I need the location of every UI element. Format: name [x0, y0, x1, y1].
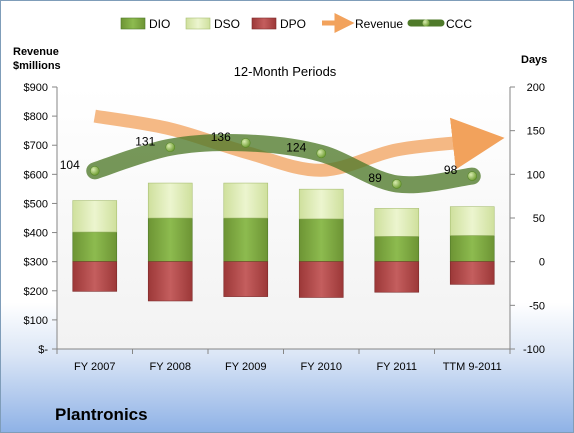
- ccc-data-label: 136: [211, 130, 231, 144]
- left-axis-label-line1: Revenue: [13, 46, 59, 58]
- company-name: Plantronics: [55, 405, 148, 424]
- bar-dpo: [449, 261, 495, 285]
- legend-swatch-ccc-dot: [422, 19, 430, 27]
- ccc-point: [316, 148, 327, 159]
- ccc-point: [391, 179, 402, 189]
- bar-dio: [223, 217, 269, 262]
- right-axis-label: Days: [521, 54, 547, 66]
- left-axis-tick-label: $900: [24, 82, 48, 94]
- series-line-revenue: [93, 109, 505, 177]
- ccc-point: [240, 138, 251, 148]
- x-axis-tick-label: TTM 9-2011: [443, 361, 502, 373]
- ccc-data-label: 131: [135, 134, 155, 148]
- legend-swatch-dio: [120, 17, 146, 30]
- x-axis-tick-label: FY 2007: [74, 361, 115, 373]
- ccc-data-label: 98: [444, 163, 458, 177]
- left-axis-tick-label: $600: [24, 169, 48, 181]
- bar-dpo: [72, 261, 118, 292]
- series-line-ccc: [86, 133, 481, 194]
- left-axis-tick-label: $500: [24, 198, 48, 210]
- bar-dio: [147, 217, 193, 262]
- legend-label-dio: DIO: [149, 17, 170, 31]
- legend-label-dpo: DPO: [280, 17, 306, 31]
- ccc-point: [165, 142, 176, 153]
- right-axis-tick-label: 0: [539, 257, 545, 269]
- right-axis-tick-label: 50: [533, 213, 545, 225]
- bar-dso: [72, 200, 118, 233]
- bars-layer: [72, 182, 495, 302]
- left-axis-tick-label: $400: [24, 228, 48, 240]
- ccc-data-label: 89: [368, 171, 382, 185]
- bar-dpo: [223, 261, 269, 297]
- bar-dio: [72, 231, 118, 262]
- right-axis-tick-label: -100: [523, 344, 545, 356]
- left-axis-tick-label: $300: [24, 257, 48, 269]
- legend-label-revenue: Revenue: [355, 17, 403, 31]
- legend-label-dso: DSO: [214, 17, 240, 31]
- left-axis-label-line2: $millions: [13, 60, 61, 72]
- legend: DIO DSO DPO Revenue CCC: [120, 13, 472, 33]
- legend-label-ccc: CCC: [446, 17, 472, 31]
- axes-layer: $- $100 $200 $300 $400 $500 $600 $700 $800 $900 -1…: [24, 82, 545, 373]
- bar-dso: [449, 206, 495, 236]
- bar-dso: [147, 182, 193, 219]
- bar-dpo: [374, 261, 420, 293]
- bar-dio: [374, 236, 420, 262]
- bar-dio: [449, 235, 495, 262]
- lines-layer: 104 131 136 124 89 98: [60, 109, 505, 194]
- bar-dso: [223, 182, 269, 219]
- right-axis-tick-label: 100: [527, 169, 545, 181]
- bar-dpo: [298, 261, 344, 298]
- left-axis-tick-label: $-: [38, 344, 48, 356]
- right-axis-tick-label: 150: [527, 126, 545, 138]
- legend-swatch-dso: [185, 17, 211, 30]
- x-axis-tick-label: FY 2009: [225, 361, 266, 373]
- legend-swatch-dpo: [251, 17, 277, 30]
- ccc-point: [467, 171, 478, 181]
- chart-title: 12-Month Periods: [234, 64, 337, 79]
- left-axis-tick-label: $800: [24, 111, 48, 123]
- bar-dso: [374, 208, 420, 237]
- ccc-data-label: 124: [286, 140, 306, 154]
- bar-dio: [298, 218, 344, 262]
- x-axis-tick-label: FY 2008: [150, 361, 191, 373]
- left-axis-tick-label: $200: [24, 286, 48, 298]
- plot-area: [57, 87, 510, 349]
- bar-dpo: [147, 261, 193, 302]
- x-axis-tick-label: FY 2010: [301, 361, 342, 373]
- ccc-point: [89, 166, 100, 176]
- left-axis-tick-label: $100: [24, 315, 48, 327]
- x-axis-tick-label: FY 2011: [376, 361, 417, 373]
- right-axis-tick-label: 200: [527, 82, 545, 94]
- bar-dso: [298, 188, 344, 220]
- ccc-data-label: 104: [60, 158, 80, 172]
- left-axis-tick-label: $700: [24, 140, 48, 152]
- right-axis-tick-label: -50: [529, 300, 545, 312]
